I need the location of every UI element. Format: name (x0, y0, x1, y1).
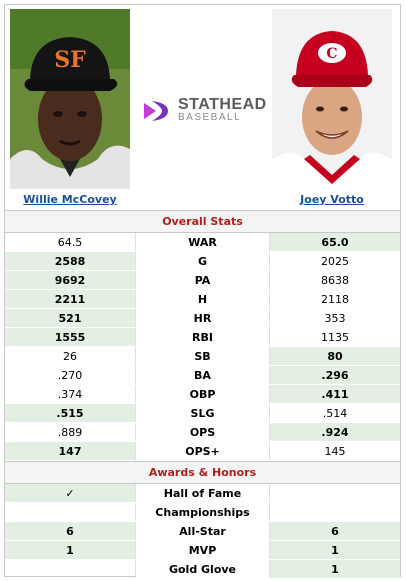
right-value: 1 (269, 540, 400, 560)
stat-label: OBP (135, 384, 270, 404)
svg-text:C: C (326, 46, 337, 62)
stat-label: RBI (135, 327, 270, 347)
stat-label: Gold Glove (135, 559, 270, 579)
overall-stat-row: .374 OBP .411 (5, 384, 400, 404)
left-value: 521 (5, 308, 136, 328)
left-value (5, 559, 136, 579)
left-value: 1 (5, 540, 136, 560)
left-value: ✓ (5, 484, 136, 503)
right-value: 2118 (269, 289, 400, 309)
left-value: .270 (5, 365, 136, 385)
award-row: Championships (5, 502, 400, 522)
stat-label: Championships (135, 502, 270, 522)
award-row: 1 MVP 1 (5, 540, 400, 560)
stat-label: PA (135, 270, 270, 290)
overall-stats-table: 64.5 WAR 65.0 2588 G 2025 9692 PA 8638 2211 H 2118 5… (5, 233, 400, 461)
award-row: ✓ Hall of Fame (5, 484, 400, 503)
left-value: 1555 (5, 327, 136, 347)
right-value: .514 (269, 403, 400, 423)
left-value: 6 (5, 521, 136, 541)
overall-stat-row: 64.5 WAR 65.0 (5, 233, 400, 252)
svg-text:SF: SF (54, 47, 86, 73)
comparison-card: SF Willie McCovey STATHEAD BASEBALL (4, 4, 401, 579)
left-value: .374 (5, 384, 136, 404)
overall-stat-row: 2588 G 2025 (5, 251, 400, 271)
right-value: 1 (269, 559, 400, 579)
stathead-logo[interactable]: STATHEAD BASEBALL (142, 96, 266, 126)
right-value: 8638 (269, 270, 400, 290)
left-value: 9692 (5, 270, 136, 290)
right-value: .924 (269, 422, 400, 442)
overall-stat-row: 1555 RBI 1135 (5, 327, 400, 347)
right-value: 2025 (269, 251, 400, 271)
overall-stat-row: 26 SB 80 (5, 346, 400, 366)
stat-label: BA (135, 365, 270, 385)
right-value: 1135 (269, 327, 400, 347)
stathead-logo-icon (144, 101, 168, 121)
stat-label: Hall of Fame (135, 484, 270, 503)
logo-line1: STATHEAD (178, 96, 267, 113)
overall-stat-row: 147 OPS+ 145 (5, 441, 400, 461)
player-left-name-link[interactable]: Willie McCovey (23, 193, 117, 206)
stat-label: G (135, 251, 270, 271)
overall-stat-row: 521 HR 353 (5, 308, 400, 328)
stat-label: HR (135, 308, 270, 328)
left-value (5, 502, 136, 522)
left-value: 2588 (5, 251, 136, 271)
overall-stat-row: 2211 H 2118 (5, 289, 400, 309)
awards-table: ✓ Hall of Fame Championships 6 All-Star 6 1 MVP… (5, 484, 400, 579)
stat-label: H (135, 289, 270, 309)
player-header: SF Willie McCovey STATHEAD BASEBALL (5, 5, 400, 210)
player-right-photo[interactable]: C (272, 9, 392, 189)
left-value: .515 (5, 403, 136, 423)
stat-label: All-Star (135, 521, 270, 541)
award-row: Gold Glove 1 (5, 559, 400, 579)
right-value (269, 502, 400, 522)
right-value: .411 (269, 384, 400, 404)
player-left: SF Willie McCovey (10, 9, 130, 206)
stat-label: OPS+ (135, 441, 270, 461)
left-value: 26 (5, 346, 136, 366)
left-value: 147 (5, 441, 136, 461)
awards-title: Awards & Honors (5, 461, 400, 484)
player-right-name-link[interactable]: Joey Votto (300, 193, 364, 206)
stat-label: MVP (135, 540, 270, 560)
right-value: 80 (269, 346, 400, 366)
overall-stat-row: .889 OPS .924 (5, 422, 400, 442)
overall-stat-row: .270 BA .296 (5, 365, 400, 385)
stat-label: SB (135, 346, 270, 366)
player-left-photo[interactable]: SF (10, 9, 130, 189)
stat-label: WAR (135, 233, 270, 252)
overall-stats-title: Overall Stats (5, 210, 400, 233)
stat-label: SLG (135, 403, 270, 423)
stat-label: OPS (135, 422, 270, 442)
player-right-photo-image: C (272, 9, 392, 189)
player-right: C Joey Votto (272, 9, 392, 206)
right-value: 6 (269, 521, 400, 541)
overall-stat-row: .515 SLG .514 (5, 403, 400, 423)
overall-stat-row: 9692 PA 8638 (5, 270, 400, 290)
left-value: 2211 (5, 289, 136, 309)
right-value: 145 (269, 441, 400, 461)
right-value: 65.0 (269, 233, 400, 252)
logo-line2: BASEBALL (178, 112, 242, 123)
left-value: .889 (5, 422, 136, 442)
right-value: 353 (269, 308, 400, 328)
player-left-photo-image: SF (10, 9, 130, 189)
right-value (269, 484, 400, 503)
award-row: 6 All-Star 6 (5, 521, 400, 541)
left-value: 64.5 (5, 233, 136, 252)
right-value: .296 (269, 365, 400, 385)
